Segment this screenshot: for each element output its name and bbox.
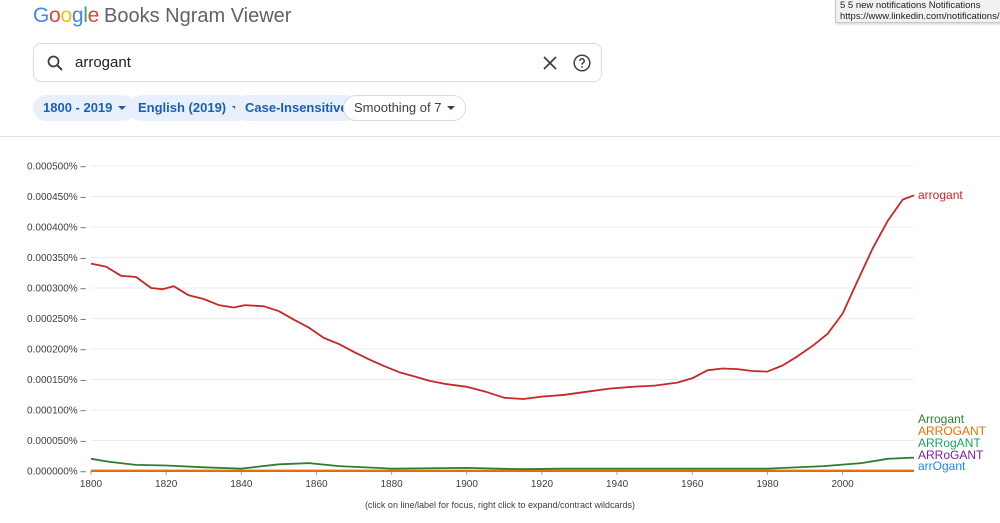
case-label: Case-Insensitive xyxy=(245,100,348,115)
notification-tooltip: 5 5 new notifications Notifications http… xyxy=(835,0,1000,23)
y-tick-label: 0.000350% – xyxy=(27,253,86,264)
series-label[interactable]: ARROGANT xyxy=(918,424,987,438)
product-name: Books Ngram Viewer xyxy=(103,5,292,27)
year-range-dropdown[interactable]: 1800 - 2019 xyxy=(33,95,137,121)
x-tick-label: 1840 xyxy=(230,479,253,490)
help-icon[interactable] xyxy=(573,54,591,77)
y-tick-label: 0.000150% – xyxy=(27,375,86,386)
header-divider xyxy=(0,136,1000,137)
smoothing-label: Smoothing of 7 xyxy=(354,100,442,115)
chart-footnote: (click on line/label for focus, right cl… xyxy=(364,500,636,510)
y-tick-label: 0.000500% – xyxy=(27,162,86,173)
x-tick-label: 1980 xyxy=(756,479,779,490)
x-tick-label: 2000 xyxy=(831,479,854,490)
x-tick-label: 1940 xyxy=(606,479,629,490)
y-tick-label: 0.000400% – xyxy=(27,223,86,234)
google-wordmark: Google xyxy=(33,4,99,27)
year-range-label: 1800 - 2019 xyxy=(43,100,113,115)
chevron-down-icon xyxy=(447,105,456,110)
chevron-down-icon xyxy=(118,105,127,110)
x-tick-label: 1900 xyxy=(456,479,479,490)
y-tick-label: 0.000450% – xyxy=(27,192,86,203)
search-icon[interactable] xyxy=(47,55,63,76)
y-tick-label: 0.000000% – xyxy=(27,467,86,478)
y-tick-label: 0.000050% – xyxy=(27,436,86,447)
series-label[interactable]: Arrogant xyxy=(918,412,965,426)
series-line-arrogant xyxy=(90,456,915,471)
search-box[interactable]: arrogant xyxy=(33,43,602,82)
x-tick-label: 1800 xyxy=(80,479,103,490)
x-tick-label: 1860 xyxy=(305,479,328,490)
x-tick-label: 1960 xyxy=(681,479,704,490)
tooltip-line-2: https://www.linkedin.com/notifications/ xyxy=(840,11,1000,22)
series-label[interactable]: ARRoGANT xyxy=(918,448,984,462)
series-label[interactable]: ARRogANT xyxy=(918,436,981,450)
y-tick-label: 0.000250% – xyxy=(27,314,86,325)
x-tick-label: 1820 xyxy=(155,479,178,490)
series-label-arrogant[interactable]: arrogant xyxy=(918,188,963,202)
y-tick-label: 0.000300% – xyxy=(27,284,86,295)
corpus-dropdown[interactable]: English (2019) xyxy=(128,95,251,121)
x-tick-label: 1920 xyxy=(531,479,554,490)
corpus-label: English (2019) xyxy=(138,100,227,115)
series-label[interactable]: arrOgant xyxy=(918,459,966,473)
y-tick-label: 0.000200% – xyxy=(27,345,86,356)
ngram-chart: 0.000000% – 0.000050% – 0.000100% – 0.00015… xyxy=(27,162,987,491)
clear-icon[interactable] xyxy=(543,56,557,75)
search-input[interactable]: arrogant xyxy=(75,54,131,71)
x-tick-label: 1880 xyxy=(381,479,404,490)
case-insensitive-toggle[interactable]: Case-Insensitive xyxy=(235,95,358,121)
google-books-ngram-logo[interactable]: Google Books Ngram Viewer xyxy=(33,4,291,28)
smoothing-dropdown[interactable]: Smoothing of 7 xyxy=(343,95,467,121)
tooltip-line-1: 5 5 new notifications Notifications xyxy=(840,0,981,11)
series-line-arrogant xyxy=(90,194,915,400)
y-tick-label: 0.000100% – xyxy=(27,406,86,417)
